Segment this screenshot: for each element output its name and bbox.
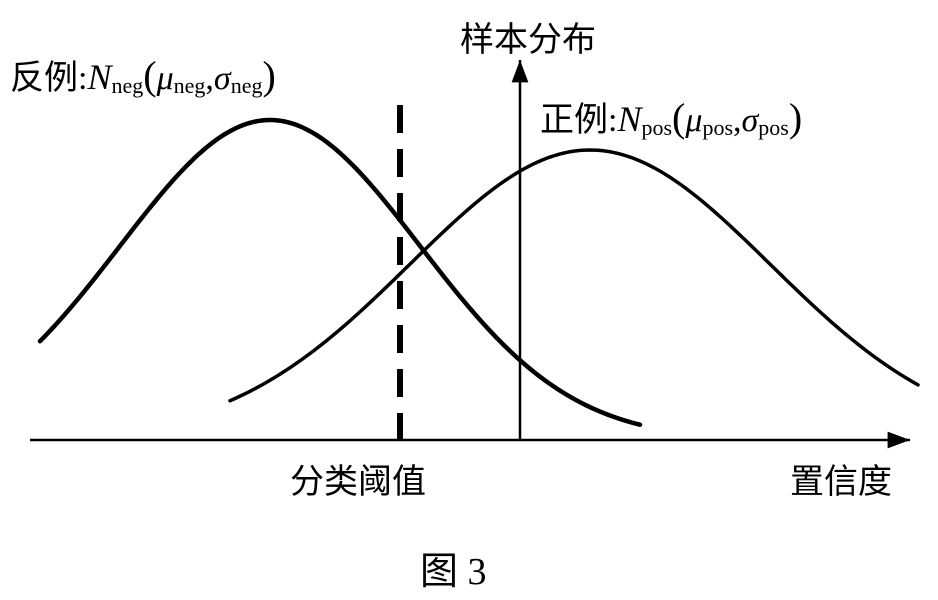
yaxis-title: 样本分布	[460, 12, 596, 61]
neg-sigma: σ	[214, 60, 231, 97]
pos-label: 正例:Npos(μpos,σpos)	[540, 92, 802, 141]
neg-label: 反例:Nneg(μneg,σneg)	[10, 50, 276, 99]
figure-container: 样本分布 反例:Nneg(μneg,σneg) 正例:Npos(μpos,σpo…	[0, 0, 938, 600]
neg-mu-sub: neg	[174, 73, 206, 98]
pos-comma: ,	[733, 102, 742, 139]
xaxis-label: 置信度	[790, 454, 892, 503]
neg-prefix: 反例:	[10, 60, 87, 97]
pos-distribution-curve	[230, 150, 918, 401]
neg-distribution-curve	[40, 120, 640, 425]
pos-close: )	[789, 95, 802, 140]
neg-N-sub: neg	[111, 73, 143, 98]
threshold-label: 分类阈值	[290, 454, 426, 503]
pos-mu: μ	[685, 102, 702, 139]
pos-N-sub: pos	[641, 115, 672, 140]
pos-sigma: σ	[742, 102, 759, 139]
neg-sigma-sub: neg	[231, 73, 263, 98]
neg-N: N	[87, 57, 111, 97]
neg-close: )	[262, 53, 275, 98]
neg-comma: ,	[205, 60, 214, 97]
figure-caption: 图 3	[420, 540, 487, 595]
neg-mu: μ	[157, 60, 174, 97]
y-axis-arrow-icon	[512, 60, 529, 82]
x-axis-arrow-icon	[888, 432, 910, 449]
pos-N: N	[617, 99, 641, 139]
pos-open: (	[672, 95, 685, 140]
pos-sigma-sub: pos	[758, 115, 789, 140]
pos-prefix: 正例:	[540, 102, 617, 139]
neg-open: (	[143, 53, 156, 98]
pos-mu-sub: pos	[702, 115, 733, 140]
